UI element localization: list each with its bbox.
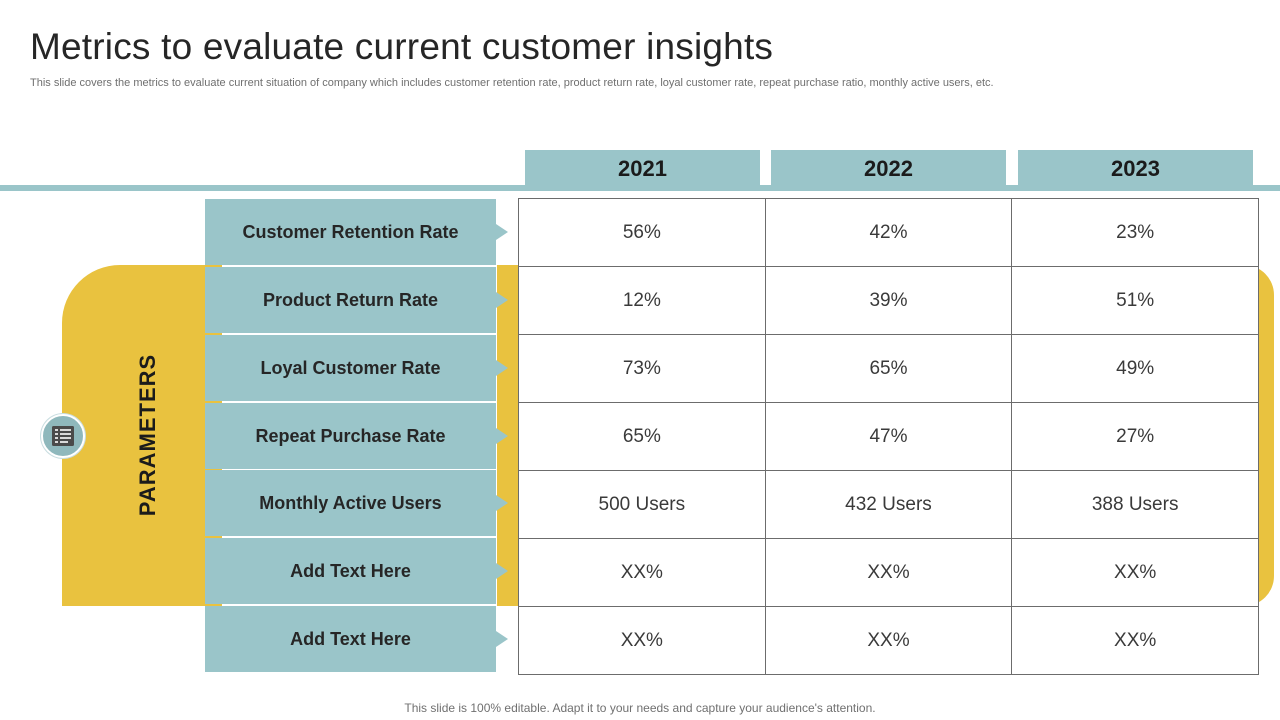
- table-cell: 47%: [764, 402, 1013, 471]
- parameter-row-5: Monthly Active Users: [205, 470, 508, 536]
- table-cell: 500 Users: [518, 470, 766, 539]
- table-cell: XX%: [518, 538, 766, 607]
- table-row: 12% 39% 51%: [518, 266, 1259, 335]
- table-cell: 51%: [1011, 266, 1259, 335]
- table-cell: XX%: [764, 538, 1013, 607]
- checklist-icon: [41, 414, 85, 458]
- year-header-2023: 2023: [1018, 150, 1253, 187]
- parameter-row-4: Repeat Purchase Rate: [205, 403, 508, 469]
- table-row: 65% 47% 27%: [518, 402, 1259, 471]
- table-row: 73% 65% 49%: [518, 334, 1259, 403]
- parameter-row-7: Add Text Here: [205, 606, 508, 672]
- year-header-2021: 2021: [525, 150, 760, 187]
- table-cell: 65%: [518, 402, 766, 471]
- parameters-label: PARAMETERS: [135, 353, 160, 517]
- table-cell: 39%: [764, 266, 1013, 335]
- parameters-panel: [62, 265, 222, 606]
- table-cell: 42%: [764, 198, 1013, 267]
- table-row: XX% XX% XX%: [518, 606, 1259, 675]
- table-row: 56% 42% 23%: [518, 198, 1259, 267]
- metrics-table: 56% 42% 23% 12% 39% 51% 73% 65% 49% 65% …: [518, 198, 1259, 675]
- table-cell: 49%: [1011, 334, 1259, 403]
- table-cell: 73%: [518, 334, 766, 403]
- table-cell: 56%: [518, 198, 766, 267]
- footer-note: This slide is 100% editable. Adapt it to…: [404, 701, 876, 715]
- table-cell: XX%: [1011, 538, 1259, 607]
- table-cell: 432 Users: [764, 470, 1013, 539]
- page-subtitle: This slide covers the metrics to evaluat…: [30, 77, 994, 89]
- table-row: XX% XX% XX%: [518, 538, 1259, 607]
- parameter-row-3: Loyal Customer Rate: [205, 335, 508, 401]
- page-title: Metrics to evaluate current customer ins…: [30, 26, 774, 67]
- table-cell: XX%: [1011, 606, 1259, 675]
- table-cell: 388 Users: [1011, 470, 1259, 539]
- table-cell: XX%: [518, 606, 766, 675]
- parameter-row-1: Customer Retention Rate: [205, 199, 508, 265]
- table-cell: 65%: [764, 334, 1013, 403]
- header-divider: [0, 185, 1280, 191]
- table-row: 500 Users 432 Users 388 Users: [518, 470, 1259, 539]
- table-cell: 27%: [1011, 402, 1259, 471]
- parameter-row-2: Product Return Rate: [205, 267, 508, 333]
- table-cell: 12%: [518, 266, 766, 335]
- year-header-2022: 2022: [771, 150, 1006, 187]
- table-cell: XX%: [764, 606, 1013, 675]
- parameter-row-6: Add Text Here: [205, 538, 508, 604]
- table-cell: 23%: [1011, 198, 1259, 267]
